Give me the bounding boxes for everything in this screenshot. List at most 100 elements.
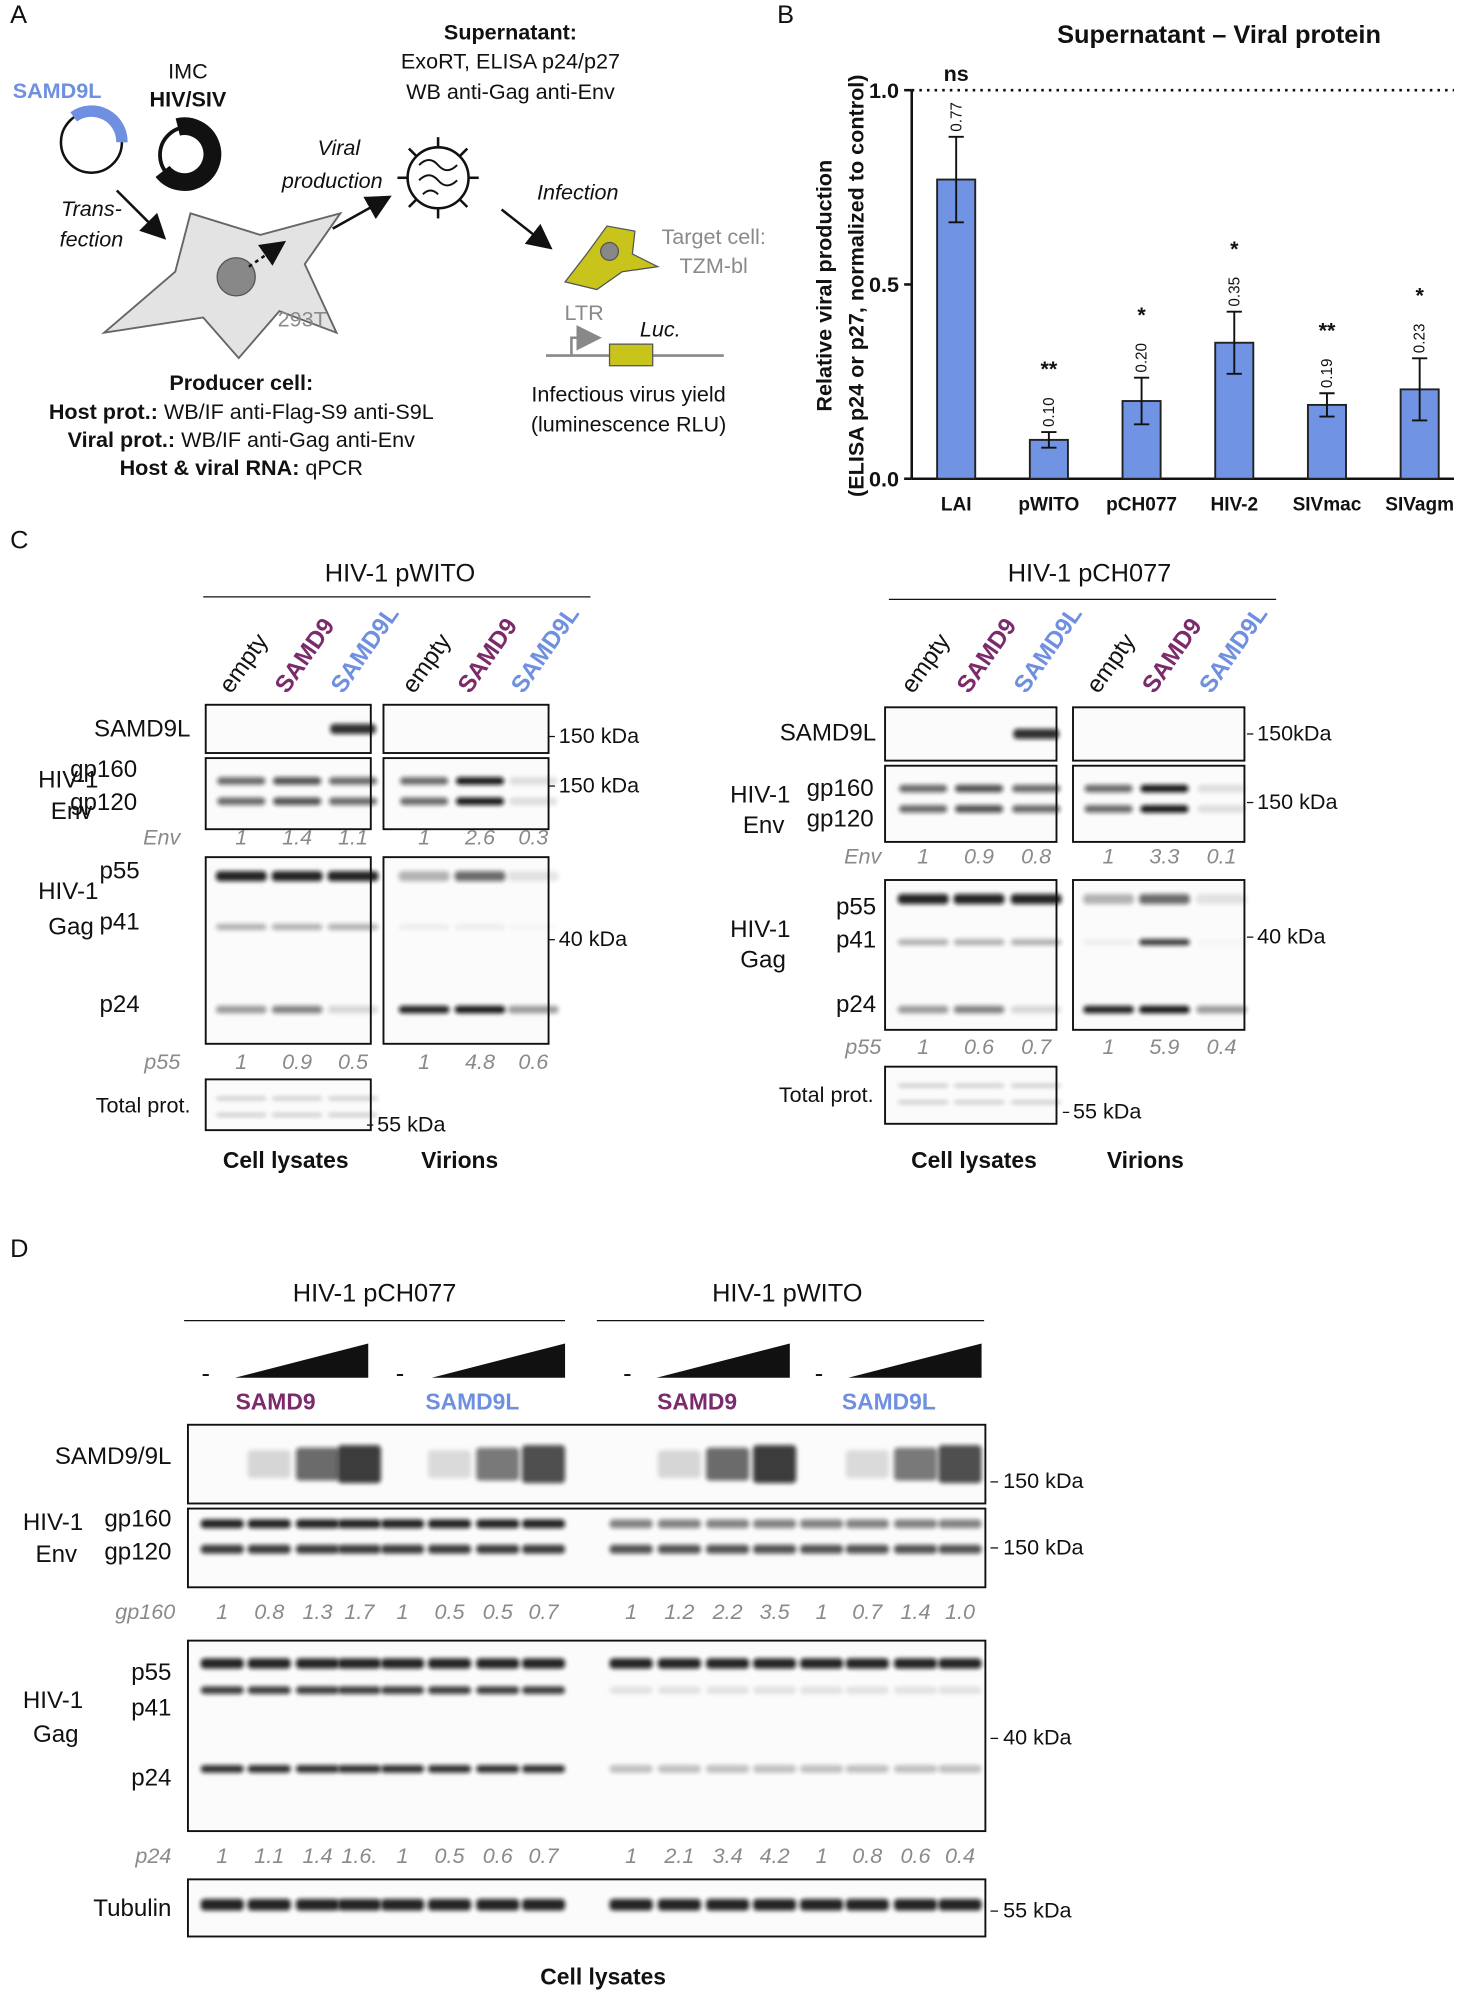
text: 4.2	[760, 1843, 790, 1868]
band	[897, 1100, 949, 1105]
text: p55	[844, 1034, 882, 1059]
imc-insert	[155, 117, 222, 191]
band	[521, 1686, 566, 1694]
band	[398, 871, 450, 882]
text: HIV-1	[730, 916, 790, 943]
text: 2.1	[663, 1843, 694, 1868]
text: 3.5	[760, 1599, 791, 1624]
band	[200, 1519, 244, 1529]
band	[1139, 1005, 1190, 1014]
band	[521, 1519, 566, 1529]
band	[215, 1113, 267, 1117]
text: Env	[36, 1541, 78, 1568]
band	[1012, 784, 1061, 793]
band	[706, 1447, 750, 1481]
band	[897, 939, 949, 946]
band	[657, 1899, 701, 1911]
band	[247, 1519, 291, 1529]
band	[609, 1519, 653, 1529]
text: 150 kDa	[559, 772, 639, 797]
text: *	[1230, 236, 1239, 261]
band	[845, 1658, 889, 1669]
band	[217, 797, 266, 806]
band	[845, 1765, 889, 1773]
text: HIV-1	[38, 878, 98, 905]
text: Cell lysates	[540, 1964, 666, 1990]
viral-rna	[418, 159, 458, 195]
text: Viral prot.:	[68, 427, 176, 452]
text: 150kDa	[1257, 720, 1331, 745]
band	[271, 1096, 323, 1101]
band	[954, 805, 1004, 813]
text: A	[10, 1, 27, 29]
dose-triangle	[234, 1343, 369, 1378]
text: p24	[134, 1843, 171, 1868]
band	[380, 1686, 425, 1694]
band	[247, 1450, 291, 1479]
text: HIV-1	[38, 766, 98, 793]
band	[753, 1519, 797, 1529]
text: 0.5	[338, 1049, 369, 1074]
band	[893, 1544, 938, 1554]
text: Cell lysates	[911, 1147, 1037, 1173]
text: Producer cell:	[169, 370, 313, 395]
text: 0.6	[483, 1843, 513, 1868]
text: 293T	[278, 306, 327, 331]
band	[454, 871, 506, 882]
band	[1083, 893, 1134, 905]
band	[845, 1544, 889, 1554]
band	[427, 1519, 472, 1529]
blot-frame	[204, 757, 372, 831]
blot-frame	[1072, 879, 1246, 1031]
text: 1.0	[945, 1599, 975, 1624]
band	[247, 1686, 291, 1694]
band	[427, 1765, 472, 1773]
text: 3.3	[1149, 843, 1179, 868]
text: (luminescence RLU)	[531, 412, 726, 437]
text: 1	[1103, 1034, 1115, 1059]
band	[327, 1096, 379, 1101]
band	[295, 1765, 340, 1773]
band	[1196, 1005, 1247, 1014]
text: gp160	[115, 1599, 175, 1624]
text: ns	[944, 61, 969, 86]
text: B	[777, 1, 794, 29]
text: Viral	[317, 135, 361, 160]
text: 1	[816, 1843, 828, 1868]
text: SAMD9L	[1009, 601, 1088, 698]
band	[200, 1899, 244, 1911]
text: 0.77	[948, 102, 965, 132]
text: Gag	[33, 1721, 79, 1748]
text: 1.2	[664, 1599, 694, 1624]
text: 150 kDa	[559, 723, 639, 748]
band	[380, 1658, 425, 1669]
band	[295, 1447, 340, 1481]
spikes	[397, 137, 479, 219]
band	[1084, 784, 1133, 793]
text: production	[281, 168, 383, 193]
band	[476, 1447, 520, 1481]
text: 0.6	[518, 1049, 548, 1074]
error-bar	[1412, 357, 1428, 422]
text: SAMD9/9L	[55, 1443, 172, 1470]
text: Supernatant – Viral protein	[1057, 21, 1381, 49]
band	[200, 1658, 244, 1669]
text: Host & viral RNA:	[120, 455, 300, 480]
nucleus	[599, 241, 620, 261]
error-bar	[1319, 392, 1335, 418]
text: HIV-2	[1210, 494, 1258, 515]
band	[507, 871, 559, 882]
band	[215, 1096, 267, 1101]
band	[1197, 784, 1246, 793]
band	[938, 1765, 982, 1773]
text: SAMD9L	[13, 78, 102, 103]
text: p55	[836, 893, 876, 920]
band	[295, 1658, 340, 1669]
text: 1	[816, 1599, 828, 1624]
band	[706, 1519, 750, 1529]
text: HIV-1 pCH077	[1008, 560, 1172, 588]
text: 1	[625, 1599, 637, 1624]
band	[455, 777, 505, 785]
text: 0.7	[528, 1843, 559, 1868]
